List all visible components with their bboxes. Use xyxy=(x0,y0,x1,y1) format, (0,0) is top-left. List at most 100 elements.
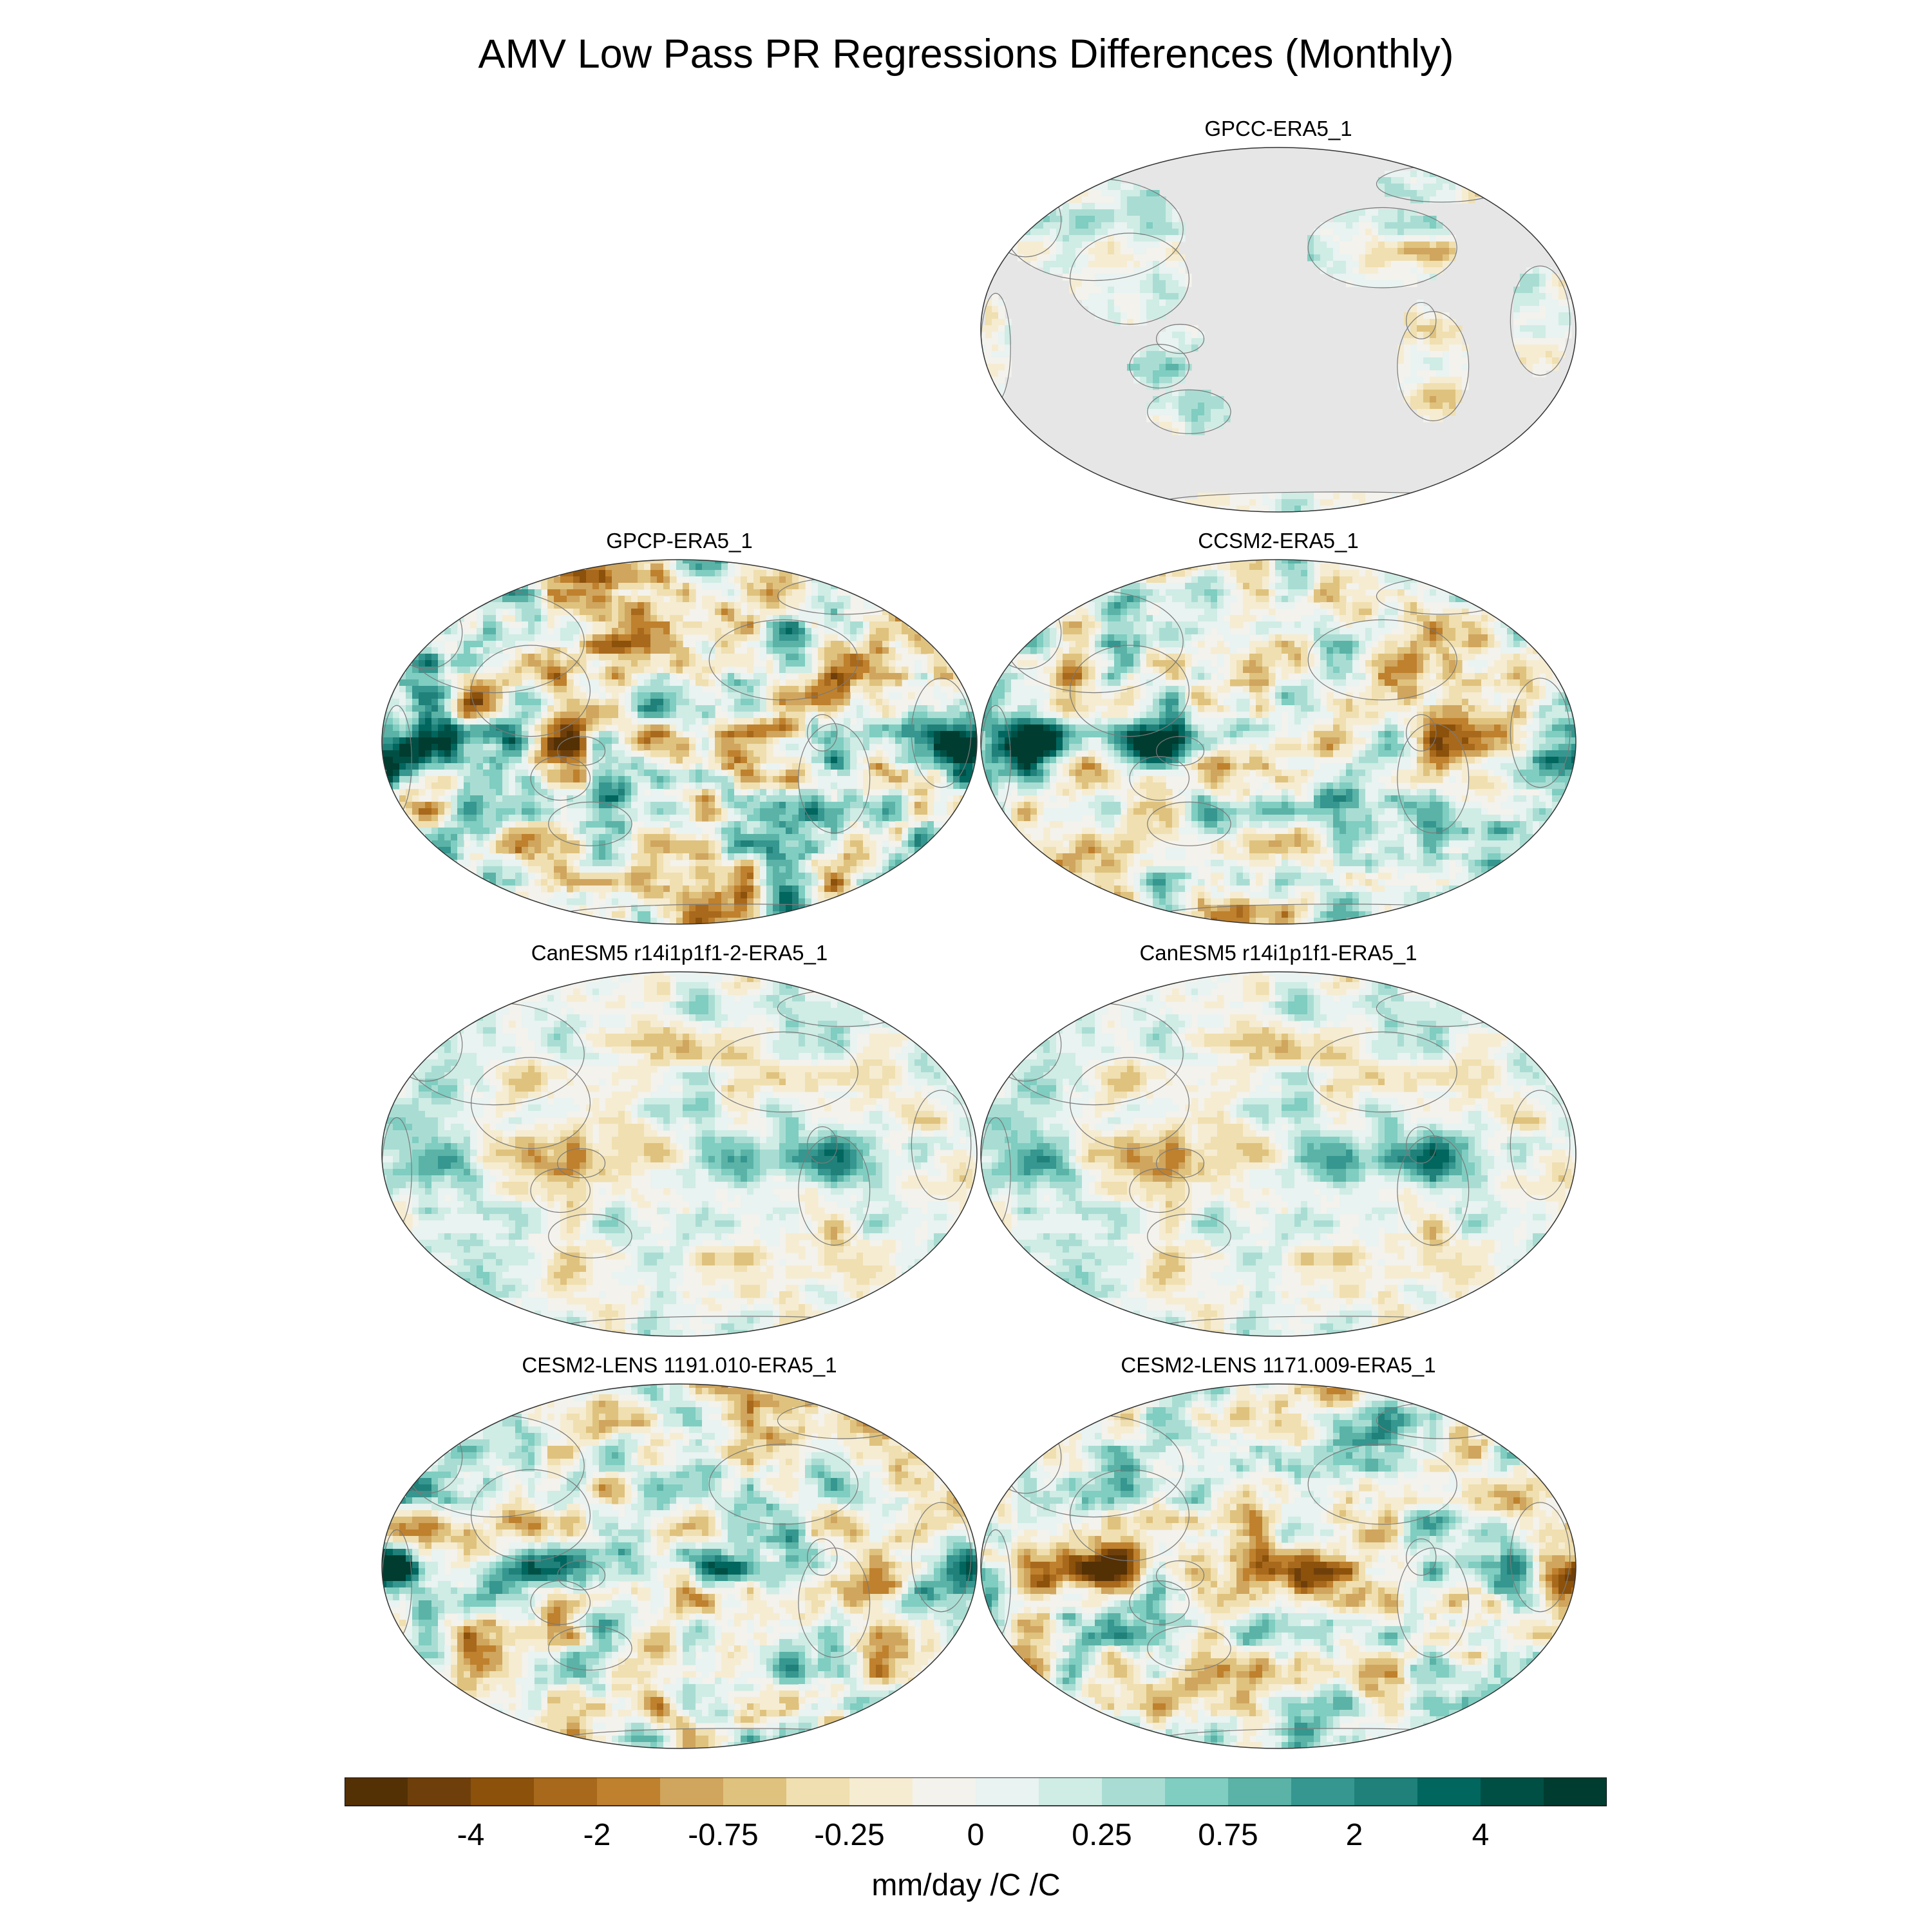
field-cell xyxy=(1101,209,1108,216)
field-cell xyxy=(1159,409,1166,416)
field-cell xyxy=(876,647,883,654)
field-cell xyxy=(876,737,883,744)
field-cell xyxy=(1108,242,1115,249)
field-cell xyxy=(1423,409,1430,416)
field-cell xyxy=(438,744,445,751)
field-cell xyxy=(1140,364,1147,371)
field-cell xyxy=(837,834,844,841)
field-cell xyxy=(902,750,909,757)
field-cell xyxy=(625,654,632,661)
field-cell xyxy=(515,679,522,687)
field-cell xyxy=(522,602,529,609)
field-cell xyxy=(747,795,754,802)
field-cell xyxy=(728,737,735,744)
field-cell xyxy=(741,847,748,854)
field-cell xyxy=(696,699,703,706)
field-cell xyxy=(786,815,793,822)
field-cell xyxy=(599,564,606,571)
field-cell xyxy=(470,795,477,802)
field-cell xyxy=(1159,415,1166,422)
field-cell xyxy=(696,692,703,699)
field-cell xyxy=(496,686,503,693)
field-cell xyxy=(1159,209,1166,216)
field-cell xyxy=(696,795,703,802)
field-cell xyxy=(451,654,458,661)
field-cell xyxy=(1340,261,1347,268)
field-cell xyxy=(1211,415,1218,422)
field-cell xyxy=(1372,209,1379,216)
field-cell xyxy=(1423,261,1430,268)
field-cell xyxy=(863,770,870,777)
field-cell xyxy=(753,570,761,577)
field-cell xyxy=(1056,254,1063,261)
field-cell xyxy=(560,692,567,699)
field-cell xyxy=(451,660,458,667)
field-cell xyxy=(451,724,458,732)
field-cell xyxy=(1417,402,1424,410)
field-cell xyxy=(876,757,883,764)
field-cell xyxy=(773,834,780,841)
field-cell xyxy=(889,757,896,764)
field-cell xyxy=(580,692,587,699)
field-cell xyxy=(1410,222,1417,229)
field-cell xyxy=(599,641,606,648)
field-cell xyxy=(863,724,870,732)
field-cell xyxy=(1050,261,1057,268)
field-cell xyxy=(515,795,522,802)
field-cell xyxy=(464,744,471,751)
field-cell xyxy=(399,737,406,744)
field-cell xyxy=(618,898,625,905)
field-cell xyxy=(799,892,806,899)
field-cell xyxy=(760,667,767,674)
field-cell xyxy=(927,718,934,725)
field-cell xyxy=(857,724,864,732)
field-cell xyxy=(644,834,651,841)
field-cell xyxy=(580,724,587,732)
field-cell xyxy=(728,892,735,899)
field-cell xyxy=(779,802,786,809)
field-cell xyxy=(766,583,773,590)
field-cell xyxy=(541,782,548,790)
field-cell xyxy=(489,615,497,622)
field-cell xyxy=(547,718,554,725)
field-cell xyxy=(644,634,651,641)
field-cell xyxy=(444,815,451,822)
field-cell xyxy=(1166,364,1173,371)
field-cell xyxy=(895,744,902,751)
field-cell xyxy=(425,808,432,815)
field-cell xyxy=(728,602,735,609)
field-cell xyxy=(708,699,715,706)
field-cell xyxy=(889,828,896,835)
field-cell xyxy=(522,718,529,725)
field-cell xyxy=(644,583,651,590)
field-cell xyxy=(1423,338,1430,345)
field-cell xyxy=(1121,312,1128,319)
field-cell xyxy=(766,712,773,719)
field-cell xyxy=(811,628,819,635)
field-cell xyxy=(644,763,651,770)
field-cell xyxy=(612,757,619,764)
field-cell xyxy=(741,905,748,912)
field-cell xyxy=(1340,274,1347,281)
field-cell xyxy=(547,802,554,809)
field-cell xyxy=(657,860,664,867)
field-cell xyxy=(1385,261,1392,268)
field-cell xyxy=(399,731,406,738)
field-cell xyxy=(753,808,761,815)
field-cell xyxy=(914,673,922,680)
field-cell xyxy=(631,898,638,905)
field-cell xyxy=(650,660,658,667)
field-cell xyxy=(670,570,677,577)
field-cell xyxy=(696,782,703,790)
field-cell xyxy=(457,828,464,835)
field-cell xyxy=(1404,357,1411,365)
field-cell xyxy=(786,589,793,596)
field-cell xyxy=(612,699,619,706)
field-cell xyxy=(541,750,548,757)
field-cell xyxy=(837,654,844,661)
field-cell xyxy=(496,847,503,854)
field-cell xyxy=(689,840,696,848)
field-cell xyxy=(1101,287,1108,294)
field-cell xyxy=(541,673,548,680)
field-cell xyxy=(696,705,703,712)
